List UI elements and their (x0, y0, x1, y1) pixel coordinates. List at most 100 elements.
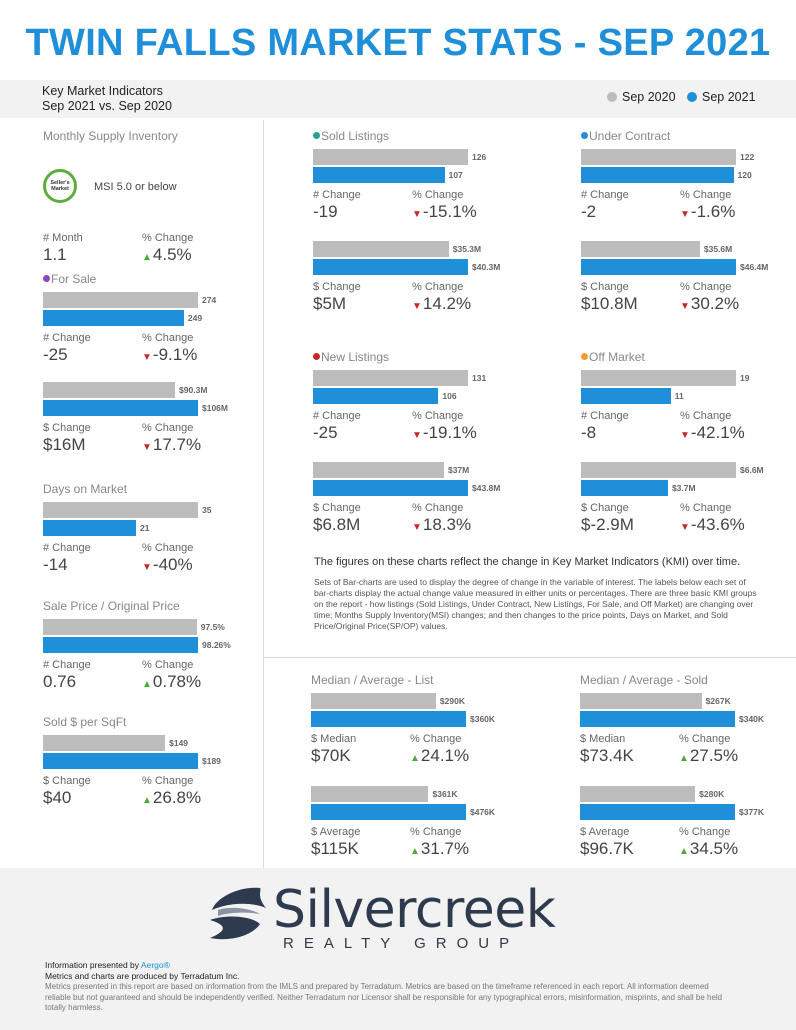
bar-curr-value: $189 (202, 756, 221, 766)
bar-curr-value: 249 (187, 313, 203, 323)
stat-change: # Change -2 (581, 189, 629, 222)
sellers-market-badge-text: Seller's Market (50, 180, 70, 192)
down-arrow-icon: ▼ (142, 442, 152, 453)
bar-prev (581, 149, 736, 165)
bar-curr (581, 167, 734, 183)
stat-value-wrap: ▼-42.1% (680, 423, 745, 443)
presented-prefix: Information presented by (45, 960, 141, 970)
bar-prev-value: $361K (432, 789, 458, 799)
bar-prev (580, 786, 696, 802)
bar-prev-value: $267K (705, 696, 731, 706)
stat-value-wrap: ▲0.78% (142, 672, 201, 692)
presented-by: Information presented by Aergo® (45, 960, 170, 970)
bar-curr (43, 400, 198, 416)
stat-value: $-2.9M (581, 515, 634, 534)
sellers-market-badge: Seller's Market (43, 169, 77, 203)
msi-month-stat: # Month 1.1 (43, 232, 83, 265)
bar-prev (313, 462, 444, 478)
stat-change: $ Change $40 (43, 775, 91, 808)
bar-curr (313, 480, 468, 496)
stat-value-wrap: ▲24.1% (410, 746, 469, 766)
stat-label: % Change (142, 542, 194, 554)
stat-label: # Month (43, 232, 83, 244)
bar-prev (43, 619, 197, 635)
stat-value: -42.1% (690, 423, 745, 442)
down-arrow-icon: ▼ (680, 522, 690, 533)
footer (0, 868, 796, 1030)
stat-label: # Change (581, 189, 629, 201)
stat-change: # Change -14 (43, 542, 91, 575)
down-arrow-icon: ▼ (142, 352, 152, 363)
logo-subtitle: REALTY GROUP (283, 935, 520, 952)
stat-label: % Change (142, 775, 194, 787)
horizontal-divider (263, 657, 796, 658)
stat-percent-change: % Change ▼-42.1% (680, 410, 745, 443)
stat-value: $96.7K (580, 839, 634, 858)
stat-label: $ Median (580, 733, 626, 745)
stat-value: $70K (311, 746, 351, 765)
stat-label: $ Change (581, 281, 629, 293)
stat-value: 17.7% (152, 435, 202, 454)
median-sold-label: Median / Average - Sold (580, 673, 708, 687)
bar-prev-value: 35 (202, 505, 212, 515)
stat-value-wrap: ▼-9.1% (142, 345, 197, 365)
stat-value: 0.78% (152, 672, 202, 691)
stat-label: % Change (680, 410, 732, 422)
bar-prev (311, 786, 429, 802)
stat-value: 24.1% (420, 746, 470, 765)
bar-prev (43, 735, 166, 751)
stat-value-wrap: ▼30.2% (680, 294, 739, 314)
bar-curr (43, 520, 136, 536)
off-market-label: Off Market (581, 350, 645, 364)
stat-value: -2 (581, 202, 597, 221)
stat-value-wrap: ▼-40% (142, 555, 193, 575)
stat-value-wrap: ▲27.5% (679, 746, 738, 766)
stat-label: $ Average (311, 826, 361, 838)
up-arrow-icon: ▲ (142, 679, 152, 690)
presented-by-link[interactable]: Aergo® (140, 960, 170, 970)
bar-curr-value: $377K (739, 807, 765, 817)
sold-sqft-label-text: Sold $ per SqFt (43, 715, 127, 729)
stat-label: $ Change (43, 422, 91, 434)
stat-label: % Change (142, 422, 194, 434)
silvercreek-logo-icon (210, 887, 266, 940)
bar-prev-value: 274 (202, 295, 217, 305)
stat-percent-change: % Change ▲34.5% (679, 826, 738, 859)
bar-prev-value: 19 (740, 373, 750, 383)
bar-prev (581, 370, 736, 386)
under-contract-label: Under Contract (581, 129, 670, 143)
bar-curr-value: $40.3M (472, 262, 501, 272)
notes-body: Sets of Bar-charts are used to display t… (314, 577, 757, 631)
stat-value-wrap: ▼-19.1% (412, 423, 477, 443)
stat-value: 0.76 (43, 672, 77, 691)
bar-prev (311, 693, 436, 709)
stat-percent-change: % Change ▼18.3% (412, 502, 471, 535)
stat-value: -43.6% (690, 515, 745, 534)
up-arrow-icon: ▲ (679, 846, 689, 857)
median-list-label-text: Median / Average - List (311, 673, 434, 687)
stat-label: % Change (412, 189, 464, 201)
bar-curr-value: 21 (140, 523, 150, 533)
stat-label: % Change (410, 826, 462, 838)
stat-label: % Change (410, 733, 462, 745)
stat-value: 26.8% (152, 788, 202, 807)
stat-label: # Change (43, 659, 91, 671)
stat-value: 34.5% (689, 839, 739, 858)
stat-label: % Change (680, 502, 732, 514)
down-arrow-icon: ▼ (412, 301, 422, 312)
key-indicators-bar (0, 80, 796, 118)
stat-percent-change: % Change ▼14.2% (412, 281, 471, 314)
msi-note: MSI 5.0 or below (94, 181, 177, 193)
stat-label: % Change (412, 410, 464, 422)
stat-percent-change: % Change ▼-15.1% (412, 189, 477, 222)
bar-curr (311, 804, 466, 820)
stat-label: $ Change (43, 775, 91, 787)
bar-prev (43, 382, 176, 398)
vertical-divider (263, 120, 264, 868)
stat-label: % Change (142, 659, 194, 671)
new-listings-label: New Listings (313, 350, 389, 364)
stat-value: -9.1% (152, 345, 198, 364)
stat-label: # Change (43, 332, 91, 344)
stat-change: # Change -25 (43, 332, 91, 365)
stat-value: 30.2% (690, 294, 740, 313)
